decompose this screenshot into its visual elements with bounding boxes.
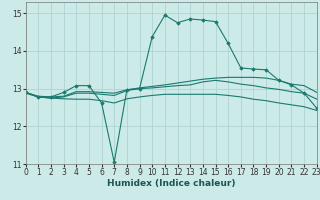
X-axis label: Humidex (Indice chaleur): Humidex (Indice chaleur)	[107, 179, 236, 188]
